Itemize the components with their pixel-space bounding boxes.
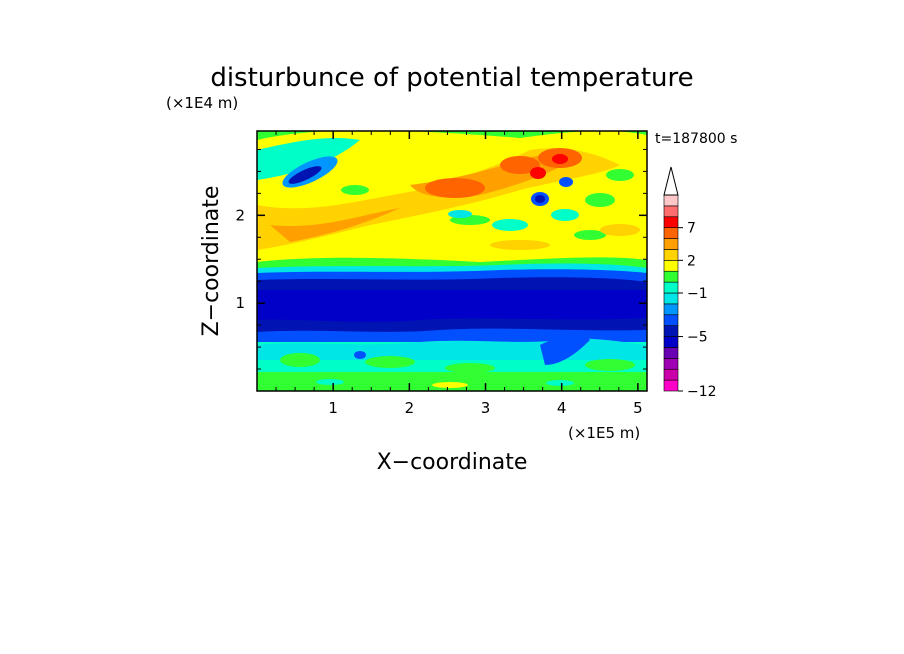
colorbar-swatch	[663, 379, 679, 392]
x-axis-ticks: 1 2 3 4 5	[275, 131, 643, 417]
x-tick-label: 5	[633, 399, 643, 417]
colorbar-swatch	[663, 347, 679, 359]
y-axis-ticks: 12	[235, 148, 647, 370]
colorbar-swatch	[663, 325, 679, 337]
colorbar-tick-label: −5	[687, 330, 708, 346]
plot-frame	[256, 130, 648, 392]
x-tick-label: 2	[405, 399, 415, 417]
x-axis-label: X−coordinate	[377, 450, 528, 475]
colorbar-swatch	[663, 216, 679, 228]
colorbar-swatch	[663, 336, 679, 348]
x-tick-label: 3	[481, 399, 491, 417]
colorbar-swatch	[663, 205, 679, 218]
colorbar-swatch	[663, 281, 679, 294]
colorbar-swatch	[663, 227, 679, 239]
x-tick-label: 1	[328, 399, 338, 417]
x-tick-label: 4	[557, 399, 567, 417]
y-tick-label: 1	[235, 294, 245, 312]
colorbar-swatch	[663, 292, 679, 305]
y-unit-label: (×1E4 m)	[166, 94, 238, 112]
time-label: t=187800 s	[655, 131, 737, 147]
colorbar-swatch	[663, 368, 679, 381]
colorbar-tick-label: 7	[687, 221, 696, 237]
contour-field	[257, 131, 647, 391]
colorbar-swatch	[663, 238, 679, 250]
x-unit-label: (×1E5 m)	[568, 424, 640, 442]
chart-title: disturbunce of potential temperature	[210, 63, 693, 93]
colorbar-tick-label: −1	[687, 286, 708, 302]
colorbar-tick-label: 2	[687, 253, 696, 269]
colorbar-swatch	[663, 270, 679, 283]
colorbar-extend-arrow	[663, 166, 679, 196]
colorbar-swatch	[663, 358, 679, 370]
colorbar-swatch	[663, 249, 679, 261]
colorbar-swatch	[663, 260, 679, 272]
colorbar-swatch	[663, 194, 679, 207]
colorbar-tick-label: −12	[687, 384, 717, 400]
y-axis-label: Z−coordinate	[199, 186, 224, 337]
colorbar-swatch	[663, 314, 679, 326]
y-tick-label: 2	[235, 206, 245, 224]
colorbar-swatch	[663, 303, 679, 316]
colorbar: 7 2 −1 −5 −12	[663, 166, 717, 400]
